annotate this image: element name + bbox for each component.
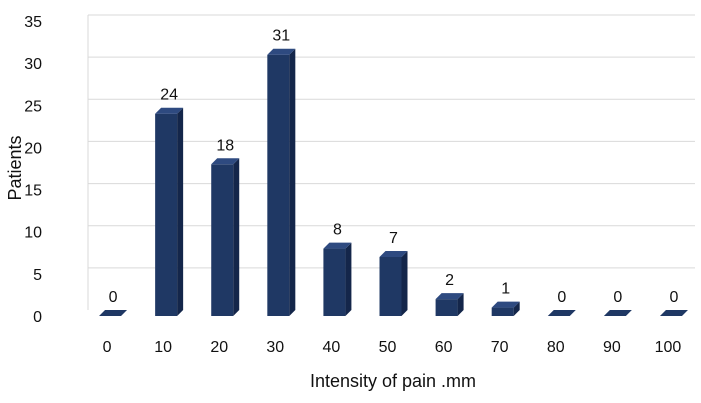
x-tick-label: 70	[491, 339, 509, 356]
data-labels: 0 24 18 31 8 7 2 1 0 0 0	[109, 28, 679, 306]
bar-top	[547, 310, 576, 316]
bar-top	[323, 242, 352, 249]
bar-front	[211, 164, 234, 316]
data-label: 18	[216, 137, 234, 154]
x-tick-label: 100	[655, 339, 682, 356]
x-tick-label: 0	[103, 339, 112, 356]
x-tick-label: 50	[379, 339, 397, 356]
y-tick-label: 25	[24, 98, 42, 115]
bar-front	[491, 307, 514, 316]
data-label: 7	[389, 230, 398, 247]
bar-100	[659, 310, 688, 316]
bar-top	[435, 293, 464, 300]
data-label: 24	[160, 87, 178, 104]
bar-50	[379, 251, 408, 316]
y-tick-label: 10	[24, 225, 42, 242]
y-tick-label: 15	[24, 183, 42, 200]
data-label: 2	[445, 272, 454, 289]
bar-30	[267, 48, 296, 316]
y-tick-label: 30	[24, 56, 42, 73]
data-label: 31	[272, 28, 290, 45]
bar-top	[491, 301, 520, 308]
data-label: 0	[557, 289, 566, 306]
x-tick-label: 80	[547, 339, 565, 356]
bar-front	[323, 248, 346, 316]
data-label: 0	[109, 289, 118, 306]
bars	[99, 48, 688, 316]
bar-20	[211, 158, 240, 316]
x-tick-label: 60	[435, 339, 453, 356]
bar-top	[211, 158, 240, 165]
data-label: 0	[613, 289, 622, 306]
bar-side	[513, 301, 520, 316]
bar-front	[435, 299, 458, 316]
x-tick-label: 20	[210, 339, 228, 356]
data-label: 0	[670, 289, 679, 306]
bar-0	[99, 310, 128, 316]
y-axis-title: Patients	[5, 135, 25, 200]
bar-top	[659, 310, 688, 316]
bar-top	[155, 107, 184, 114]
bar-top	[379, 251, 408, 257]
y-axis-ticks: 0 5 10 15 20 25 30 35	[24, 14, 42, 326]
bar-side	[457, 293, 464, 316]
y-tick-label: 20	[24, 140, 42, 157]
bar-front	[155, 113, 178, 316]
y-tick-label: 35	[24, 14, 42, 31]
bar-40	[323, 242, 352, 316]
data-label: 1	[501, 281, 510, 298]
x-tick-label: 30	[266, 339, 284, 356]
x-axis-title: Intensity of pain .mm	[310, 371, 476, 391]
bar-90	[603, 310, 632, 316]
x-tick-label: 40	[323, 339, 341, 356]
bar-side	[289, 48, 296, 316]
x-tick-label: 10	[154, 339, 172, 356]
y-tick-label: 0	[33, 309, 42, 326]
bar-side	[401, 251, 408, 316]
data-label: 8	[333, 222, 342, 239]
bar-front	[267, 54, 290, 316]
x-axis-ticks: 0 10 20 30 40 50 60 70 80 90 100	[103, 339, 682, 356]
bar-80	[547, 310, 576, 316]
bar-top	[603, 310, 632, 316]
bar-side	[177, 107, 184, 316]
x-tick-label: 90	[603, 339, 621, 356]
bar-top	[99, 310, 128, 316]
bar-60	[435, 293, 464, 316]
bar-top	[267, 48, 296, 55]
bar-side	[233, 158, 240, 316]
bar-front	[379, 257, 402, 316]
bar-70	[491, 301, 520, 316]
y-tick-label: 5	[33, 267, 42, 284]
bar-10	[155, 107, 184, 316]
bar-side	[345, 242, 352, 316]
gridlines	[87, 14, 695, 310]
